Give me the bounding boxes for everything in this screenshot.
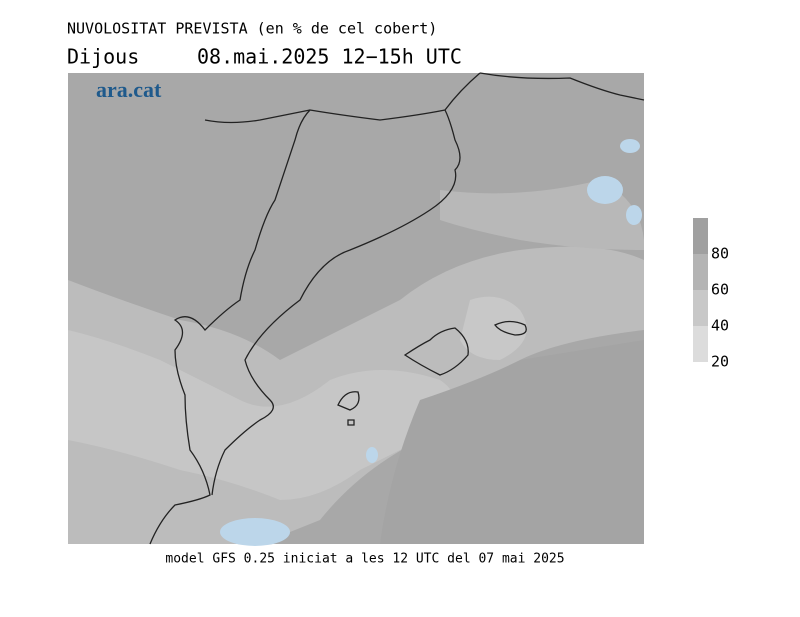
day: Dijous bbox=[67, 45, 139, 69]
footer: model GFS 0.25 iniciat a les 12 UTC del … bbox=[165, 552, 564, 567]
legend-band bbox=[693, 218, 708, 254]
legend-tick-label: 20 bbox=[711, 353, 729, 371]
legend-tick-label: 80 bbox=[711, 245, 729, 263]
legend-band bbox=[693, 326, 708, 362]
legend-band bbox=[693, 290, 708, 326]
legend-tick-label: 60 bbox=[711, 281, 729, 299]
legend: 20 40 60 80 bbox=[693, 218, 729, 371]
date: 08.mai.2025 12−15h UTC bbox=[197, 45, 462, 69]
logo: ara.cat bbox=[96, 77, 162, 102]
map bbox=[68, 72, 645, 546]
legend-band bbox=[693, 254, 708, 290]
legend-tick-label: 40 bbox=[711, 317, 729, 335]
title: NUVOLOSITAT PREVISTA (en % de cel cobert… bbox=[67, 20, 437, 38]
